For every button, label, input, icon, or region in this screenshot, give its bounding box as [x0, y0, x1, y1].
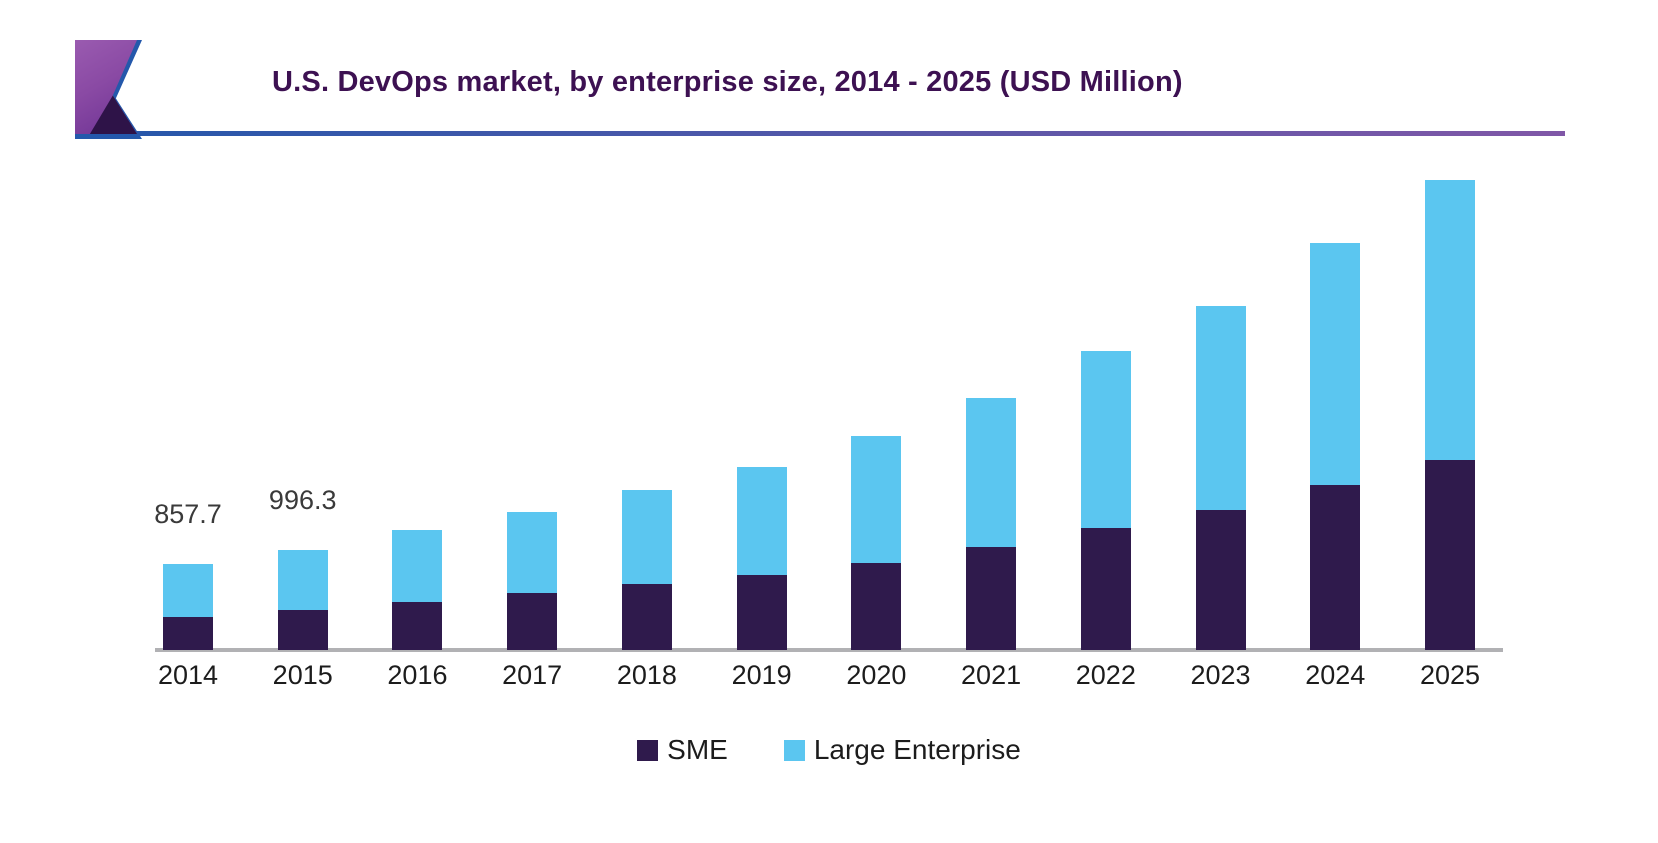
- bar-segment-large-enterprise-2024: [1310, 243, 1361, 485]
- x-tick-label-2020: 2020: [846, 660, 907, 690]
- bar-segment-sme-2019: [736, 575, 787, 650]
- x-tick-label-2024: 2024: [1305, 660, 1366, 690]
- bar-2021: [966, 398, 1017, 650]
- bar-segment-large-enterprise-2022: [1080, 351, 1131, 528]
- bar-2020: [851, 436, 902, 650]
- legend-item-sme: SME: [637, 736, 728, 764]
- bar-2025: [1424, 180, 1475, 650]
- bar-segment-large-enterprise-2014: [163, 564, 213, 617]
- bar-segment-sme-2023: [1195, 510, 1246, 650]
- x-tick-label-2017: 2017: [502, 660, 563, 690]
- bar-segment-large-enterprise-2021: [966, 398, 1017, 547]
- x-tick-label-2018: 2018: [616, 660, 677, 690]
- bar-2022: [1080, 351, 1131, 650]
- bar-segment-large-enterprise-2018: [621, 490, 672, 584]
- bar-segment-sme-2018: [621, 584, 672, 650]
- bar-segment-sme-2024: [1310, 485, 1361, 650]
- x-axis-line: [155, 648, 1503, 652]
- legend-label-sme: SME: [667, 734, 728, 765]
- data-label-2014: 857.7: [154, 499, 222, 529]
- chart-legend: SME Large Enterprise: [155, 736, 1503, 764]
- bar-segment-large-enterprise-2020: [851, 436, 902, 563]
- bar-2019: [736, 467, 787, 650]
- x-tick-label-2019: 2019: [731, 660, 792, 690]
- bar-2018: [621, 490, 672, 650]
- x-tick-label-2022: 2022: [1075, 660, 1136, 690]
- bar-2015: [277, 550, 328, 650]
- x-tick-label-2014: 2014: [157, 660, 219, 690]
- legend-item-large-enterprise: Large Enterprise: [783, 734, 1021, 765]
- bar-segment-sme-2017: [507, 593, 558, 650]
- x-tick-label-2015: 2015: [272, 660, 333, 690]
- stacked-bar-chart: 857.7 2014 996.3 2015 2016 2017 2018 2019 2020 20…: [154, 160, 1503, 689]
- chart-title: U.S. DevOps market, by enterprise size, …: [272, 66, 1183, 98]
- bar-segment-sme-2014: [163, 617, 213, 650]
- legend-swatch-sme: [637, 739, 659, 761]
- bar-segment-large-enterprise-2016: [392, 530, 443, 602]
- bar-segment-large-enterprise-2017: [507, 512, 558, 593]
- bar-2024: [1310, 243, 1361, 650]
- bar-2014: [163, 564, 213, 650]
- x-tick-label-2025: 2025: [1419, 660, 1481, 690]
- bar-segment-sme-2016: [392, 602, 443, 650]
- bar-segment-large-enterprise-2023: [1195, 306, 1246, 510]
- bar-segment-large-enterprise-2015: [277, 550, 328, 610]
- x-tick-label-2021: 2021: [961, 660, 1022, 690]
- bar-segment-sme-2020: [851, 563, 902, 650]
- bar-segment-large-enterprise-2025: [1424, 180, 1475, 460]
- bar-2017: [507, 512, 558, 650]
- bar-2023: [1195, 306, 1246, 650]
- bar-segment-large-enterprise-2019: [736, 467, 787, 575]
- bar-segment-sme-2022: [1080, 528, 1131, 650]
- bar-segment-sme-2021: [966, 547, 1017, 650]
- header-divider-line: [137, 131, 1565, 136]
- legend-label-large-enterprise: Large Enterprise: [813, 734, 1021, 765]
- bar-2016: [392, 530, 443, 650]
- brand-logo: [75, 40, 142, 139]
- x-tick-label-2023: 2023: [1190, 660, 1251, 690]
- bar-segment-sme-2015: [277, 610, 328, 650]
- x-tick-label-2016: 2016: [387, 660, 448, 690]
- data-label-2015: 996.3: [268, 485, 337, 515]
- bar-segment-sme-2025: [1424, 460, 1475, 650]
- legend-swatch-large-enterprise: [783, 739, 805, 761]
